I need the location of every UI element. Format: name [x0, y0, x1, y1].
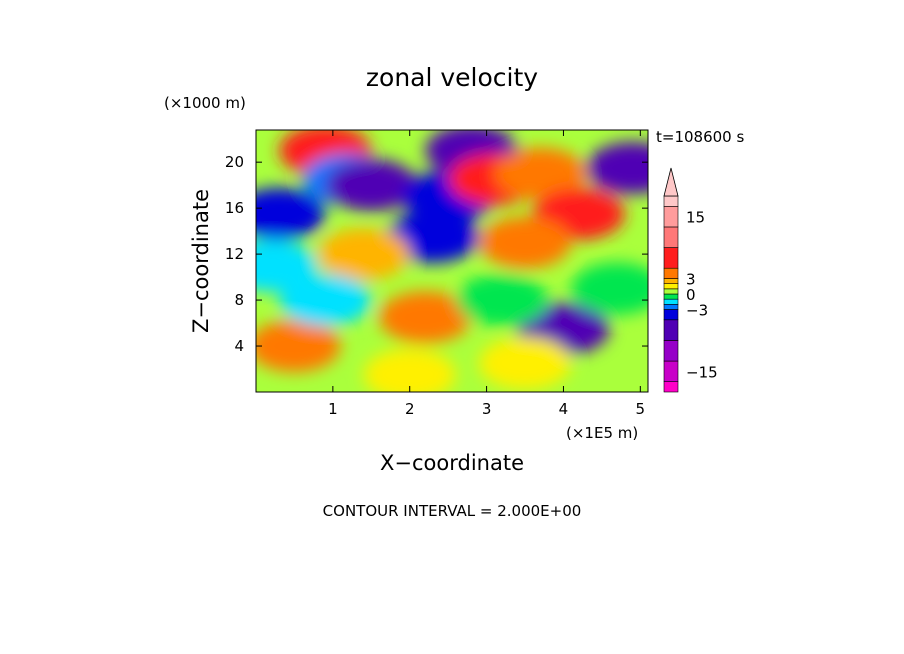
colorbar-segment	[663, 195, 679, 207]
x-tick-label: 2	[405, 400, 415, 418]
colorbar-tick-label: 3	[686, 271, 696, 289]
colorbar-segment	[663, 381, 679, 393]
colorbar-segment	[663, 226, 679, 248]
x-axis-label: X−coordinate	[380, 451, 524, 475]
x-tick-label: 4	[559, 400, 569, 418]
time-label: t=108600 s	[656, 128, 744, 146]
colorbar-segment	[663, 309, 679, 321]
y-unit-label: (×1000 m)	[164, 94, 246, 112]
velocity-cell	[256, 320, 341, 373]
x-tick-label: 5	[636, 400, 646, 418]
velocity-field	[256, 130, 648, 392]
velocity-cell	[256, 187, 326, 240]
y-tick-label: 8	[234, 291, 244, 309]
colorbar-segment	[663, 288, 679, 295]
y-axis-label: Z−coordinate	[189, 189, 213, 333]
colorbar-segment	[663, 283, 679, 290]
colorbar-segment	[663, 267, 679, 279]
plot-frame	[255, 129, 649, 393]
y-tick-label: 20	[225, 153, 244, 171]
x-unit-label: (×1E5 m)	[566, 424, 638, 442]
colorbar-tick-label: −3	[686, 301, 708, 319]
y-tick-label: 12	[225, 245, 244, 263]
colorbar-segment	[663, 360, 679, 382]
velocity-cell	[571, 262, 648, 315]
colorbar-segment	[663, 298, 679, 305]
y-tick-label: 4	[234, 337, 244, 355]
colorbar-segment	[663, 319, 679, 341]
colorbar-segment	[663, 206, 679, 228]
velocity-cell	[317, 228, 410, 281]
y-tick-label: 16	[225, 199, 244, 217]
velocity-cell	[325, 159, 418, 212]
y-axis: 4 8 12 16 20	[225, 153, 648, 355]
velocity-cell	[363, 348, 456, 392]
colorbar-tick-label: 15	[686, 209, 705, 227]
colorbar-tick-label: −15	[686, 363, 718, 381]
velocity-cell	[455, 274, 548, 327]
colorbar-tick-label: 0	[686, 286, 696, 304]
colorbar-segment	[663, 340, 679, 362]
velocity-cell	[586, 141, 648, 194]
velocity-cell	[386, 210, 479, 263]
contour-interval-label: CONTOUR INTERVAL = 2.000E+00	[323, 502, 582, 520]
plot-area	[256, 130, 648, 392]
velocity-cell	[379, 291, 472, 344]
x-tick-label: 1	[328, 400, 338, 418]
velocity-cell	[279, 274, 372, 327]
colorbar-segment	[663, 278, 679, 284]
colorbar-extend-arrow	[663, 167, 679, 197]
velocity-cell	[479, 216, 572, 269]
colorbar-segment	[663, 293, 679, 300]
colorbar-segment	[663, 304, 679, 310]
chart-title: zonal velocity	[366, 63, 538, 92]
colorbar-segment	[663, 247, 679, 269]
velocity-cell	[479, 337, 572, 390]
x-axis: 1 2 3 4 5	[328, 130, 645, 418]
velocity-cell	[494, 147, 587, 200]
x-tick-label: 3	[482, 400, 492, 418]
colorbar: 15 30−3 −15	[663, 167, 718, 393]
